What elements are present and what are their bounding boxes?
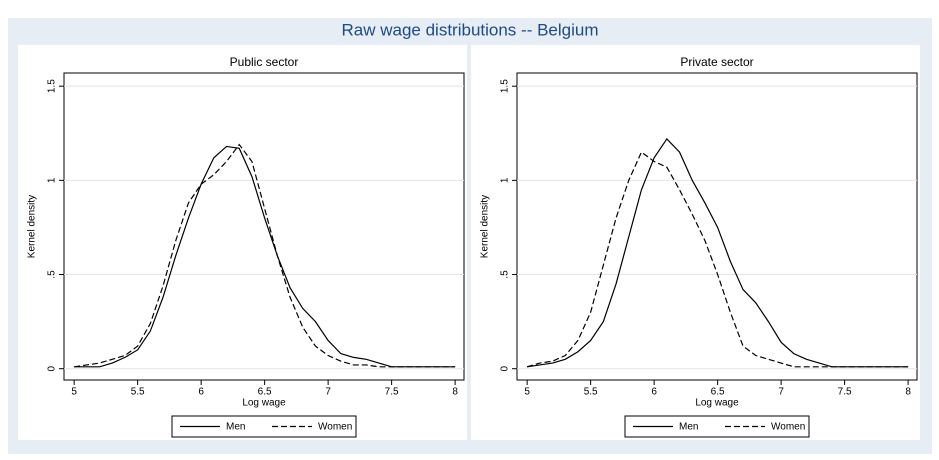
y-tick-label: 0 [47,365,58,371]
y-tick-label: 1.5 [500,79,511,93]
x-tick-label: 8 [452,387,458,398]
x-tick-label: 5.5 [131,387,145,398]
x-tick-label: 6.5 [258,387,272,398]
x-tick-label: 6 [651,387,657,398]
x-tick-label: 8 [905,387,911,398]
legend-label: Men [226,422,245,433]
x-tick-label: 7 [778,387,784,398]
x-tick-label: 5.5 [584,387,598,398]
y-tick-label: .5 [500,270,511,279]
x-tick-label: 6.5 [711,387,725,398]
legend-box [624,415,810,438]
x-tick-label: 7 [325,387,331,398]
legend-label: Men [679,422,698,433]
y-axis-label: Kernel density [480,195,491,258]
main-title: Raw wage distributions -- Belgium [342,20,599,39]
x-tick-label: 7.5 [838,387,852,398]
y-tick-label: .5 [47,270,58,279]
y-axis-label: Kernel density [27,195,38,258]
plot-frame [63,72,465,381]
x-tick-label: 5 [71,387,77,398]
x-tick-label: 5 [524,387,530,398]
y-tick-label: 0 [500,365,511,371]
panel-title: Private sector [680,55,753,69]
x-tick-label: 6 [198,387,204,398]
x-axis-label: Log wage [695,398,739,409]
y-tick-label: 1 [500,177,511,183]
y-tick-label: 1.5 [47,79,58,93]
legend-label: Women [318,422,352,433]
x-tick-label: 7.5 [385,387,399,398]
panel-title: Public sector [230,55,299,69]
x-axis-label: Log wage [242,398,286,409]
series-line [526,151,909,368]
legend-label: Women [771,422,805,433]
legend-box [171,415,357,438]
y-tick-label: 1 [47,177,58,183]
series-line [74,143,456,368]
